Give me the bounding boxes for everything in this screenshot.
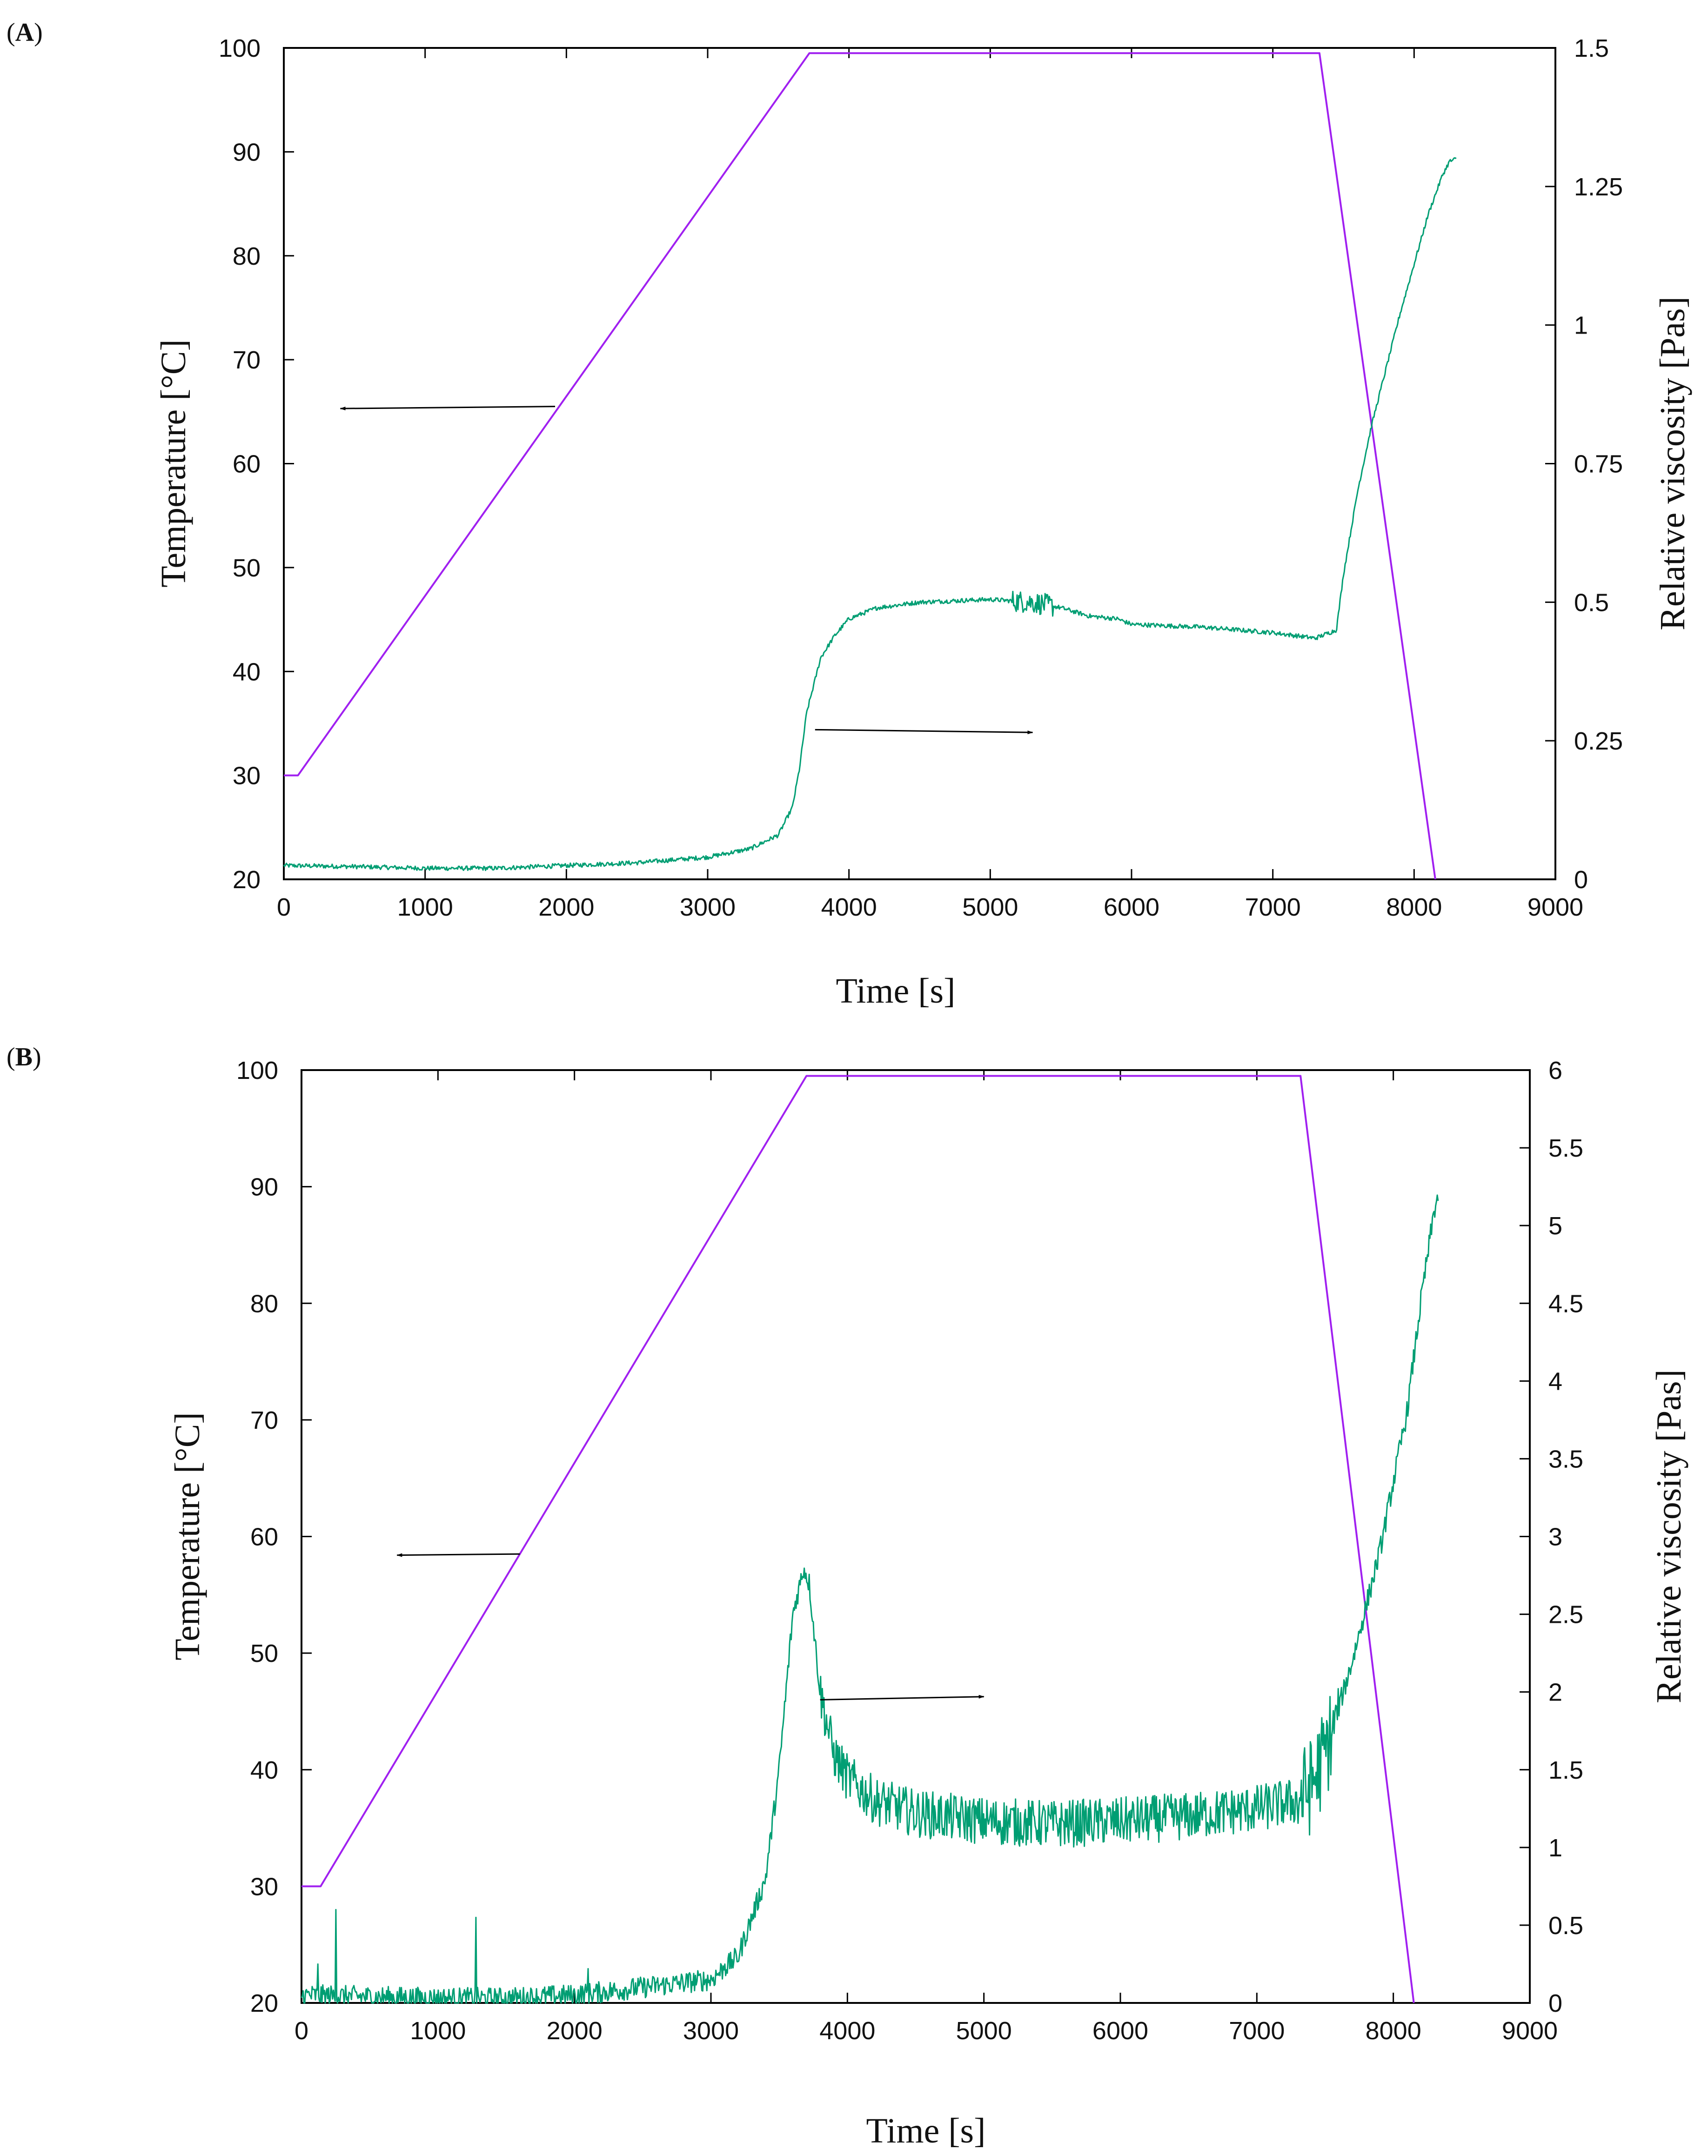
y-left-axis-label-a: Temperature [°C] (154, 339, 193, 588)
y-right-tick-label: 1.25 (1574, 173, 1623, 201)
series-a (283, 52, 1457, 880)
y-right-tick-label: 1 (1548, 1834, 1562, 1862)
y-right-tick-label: 0 (1548, 1989, 1562, 2017)
y-left-tick-label: 90 (250, 1173, 278, 1201)
left-axis-arrow (340, 406, 556, 411)
series-b (301, 1075, 1439, 2004)
panel-a: (A) 0 1000 2000 3000 4000 5000 6000 7000 8000 900… (7, 18, 1692, 1011)
x-tick-label: 6000 (1092, 2017, 1148, 2045)
y-left-tick-label: 30 (233, 762, 261, 790)
y-left-tick-label: 100 (219, 34, 261, 62)
annotation-arrows-b (396, 1553, 985, 1701)
x-tick-label: 1000 (397, 893, 453, 921)
y-right-tick-label: 0.5 (1574, 589, 1609, 616)
x-tick-label: 0 (277, 893, 291, 921)
x-tick-label: 3000 (680, 893, 736, 921)
y-right-axis-label-b: Relative viscosity [Pas] (1649, 1369, 1688, 1703)
x-tick-label: 7000 (1245, 893, 1301, 921)
y-right-tick-label: 5 (1548, 1212, 1562, 1240)
viscosity-series-line (283, 157, 1457, 871)
y-left-tick-label: 50 (250, 1640, 278, 1667)
y-right-ticks-b: 0 0.5 1 1.5 2 2.5 3 3.5 4 4.5 5 5.5 6 (1520, 1057, 1583, 2017)
y-right-ticks-a: 0 0.25 0.5 0.75 1 1.25 1.5 (1545, 34, 1623, 894)
x-tick-label: 8000 (1366, 2017, 1421, 2045)
y-left-tick-label: 40 (250, 1756, 278, 1784)
panel-b-letter: B (15, 1043, 33, 1071)
y-right-tick-label: 0.75 (1574, 450, 1623, 478)
temperature-series-line (284, 52, 1436, 880)
x-tick-label: 6000 (1104, 893, 1159, 921)
y-right-tick-label: 1 (1574, 312, 1588, 340)
x-tick-label: 0 (295, 2017, 308, 2045)
panel-a-label: (A) (7, 18, 43, 47)
y-left-tick-label: 60 (250, 1523, 278, 1551)
y-right-tick-label: 4 (1548, 1367, 1562, 1395)
plot-frame-a (283, 47, 1556, 880)
y-left-tick-label: 60 (233, 450, 261, 478)
annotation-arrows-a (340, 406, 1033, 735)
y-right-tick-label: 0.25 (1574, 727, 1623, 755)
right-axis-arrow (815, 729, 1033, 735)
right-axis-arrow (820, 1694, 985, 1701)
y-right-tick-label: 6 (1548, 1057, 1562, 1085)
x-tick-label: 5000 (962, 893, 1018, 921)
panel-b: (B) 0 1000 2000 3000 4000 5000 6000 7000 8000 900… (7, 1043, 1688, 2150)
panel-a-letter: A (15, 18, 34, 47)
x-axis-label-b: Time [s] (866, 2111, 986, 2150)
y-left-tick-label: 80 (250, 1290, 278, 1318)
y-left-tick-label: 70 (250, 1406, 278, 1434)
temperature-series-line (301, 1075, 1415, 2003)
x-tick-label: 5000 (956, 2017, 1012, 2045)
y-left-ticks-b: 20 30 40 50 60 70 80 90 100 (236, 1057, 312, 2017)
x-tick-label: 2000 (547, 2017, 603, 2045)
y-left-tick-label: 70 (233, 346, 261, 374)
x-tick-label: 2000 (538, 893, 594, 921)
y-right-tick-label: 1.5 (1574, 34, 1609, 62)
y-left-tick-label: 40 (233, 658, 261, 686)
y-right-tick-label: 2.5 (1548, 1601, 1583, 1629)
y-right-axis-label-a: Relative viscosity [Pas] (1653, 296, 1692, 630)
y-left-tick-label: 30 (250, 1873, 278, 1901)
y-left-tick-label: 80 (233, 242, 261, 270)
panel-b-label: (B) (7, 1043, 41, 1071)
y-right-tick-label: 0.5 (1548, 1912, 1583, 1940)
plot-frame-b (301, 1069, 1531, 2004)
y-right-tick-label: 0 (1574, 866, 1588, 894)
x-tick-label: 1000 (410, 2017, 466, 2045)
x-tick-label: 3000 (683, 2017, 739, 2045)
y-left-tick-label: 20 (233, 866, 261, 894)
y-right-tick-label: 3 (1548, 1523, 1562, 1551)
y-left-axis-label-b: Temperature [°C] (168, 1412, 207, 1661)
y-right-tick-label: 3.5 (1548, 1445, 1583, 1473)
x-axis-label-a: Time [s] (836, 971, 956, 1011)
x-tick-label: 8000 (1386, 893, 1442, 921)
y-right-tick-label: 1.5 (1548, 1756, 1583, 1784)
y-right-tick-label: 4.5 (1548, 1290, 1583, 1318)
left-axis-arrow (396, 1553, 520, 1557)
y-left-tick-label: 20 (250, 1989, 278, 2017)
y-left-tick-label: 90 (233, 138, 261, 166)
x-tick-label: 4000 (819, 2017, 875, 2045)
y-right-tick-label: 5.5 (1548, 1134, 1583, 1162)
viscosity-series-line (301, 1194, 1439, 2004)
x-tick-label: 9000 (1502, 2017, 1558, 2045)
x-ticks-b: 0 1000 2000 3000 4000 5000 6000 7000 8000 9000 (295, 1070, 1558, 2045)
y-right-tick-label: 2 (1548, 1679, 1562, 1707)
y-left-ticks-a: 20 30 40 50 60 70 80 90 100 (219, 34, 294, 894)
x-tick-label: 7000 (1229, 2017, 1285, 2045)
x-tick-label: 9000 (1527, 893, 1583, 921)
x-ticks-a: 0 1000 2000 3000 4000 5000 6000 7000 8000 9000 (277, 48, 1583, 921)
y-left-tick-label: 50 (233, 554, 261, 582)
y-left-tick-label: 100 (236, 1057, 278, 1085)
x-tick-label: 4000 (821, 893, 877, 921)
